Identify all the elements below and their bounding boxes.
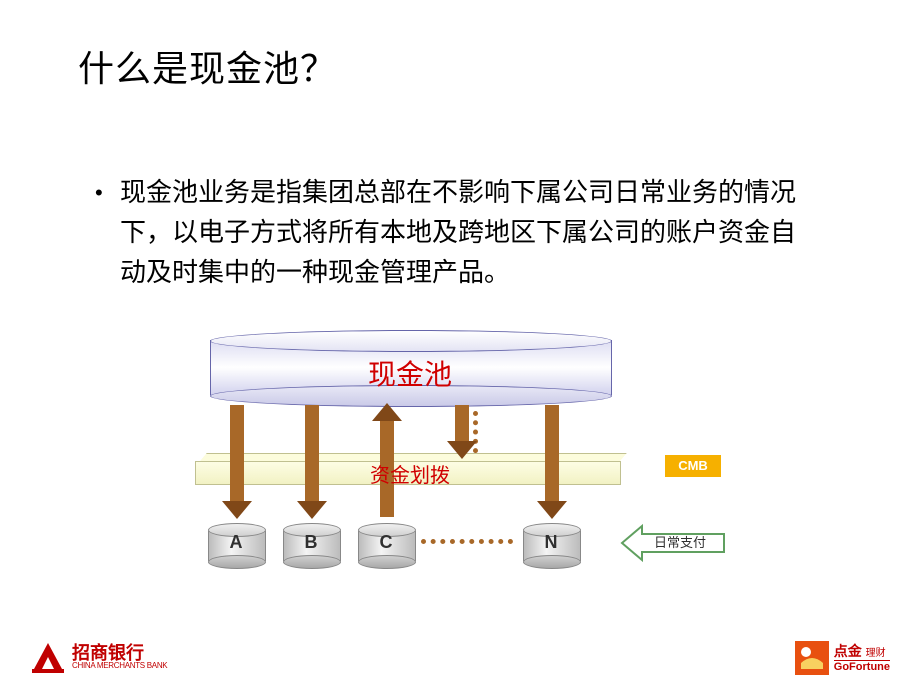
gofortune-logo: 点金 理财 GoFortune [795,641,890,675]
allocation-bar-label: 资金划拨 [195,459,625,488]
body-text: 现金池业务是指集团总部在不影响下属公司日常业务的情况下，以电子方式将所有本地及跨… [120,172,820,292]
account-c: C [358,517,414,575]
cmb-box: CMB [665,455,721,477]
arrow-down-b [305,405,319,503]
arrow-down-mid [455,405,469,443]
account-b: B [283,517,339,575]
cmb-logo-icon [30,639,66,675]
account-c-label: C [358,532,414,553]
cmb-logo-text-cn: 招商银行 [72,644,167,662]
gofortune-text-en: GoFortune [834,661,890,673]
gofortune-logo-icon [795,641,829,675]
pool-label: 现金池 [210,353,610,393]
pool-top-ellipse [210,330,612,352]
slide-title: 什么是现金池？ [78,40,337,92]
bullet-marker: • [95,180,103,206]
daily-payment-label: 日常支付 [654,535,706,550]
daily-payment-arrow: 日常支付 [620,520,730,571]
gofortune-text-cn: 点金 理财 [834,644,890,661]
footer: 招商银行 CHINA MERCHANTS BANK 点金 理财 GoFortun… [30,625,890,675]
account-b-label: B [283,532,339,553]
dots-horizontal [421,539,513,544]
account-a: A [208,517,264,575]
cmb-logo: 招商银行 CHINA MERCHANTS BANK [30,639,167,675]
account-a-label: A [208,532,264,553]
account-n: N [523,517,579,575]
cmb-logo-text-en: CHINA MERCHANTS BANK [72,662,167,670]
cash-pool-diagram: 现金池 资金划拨 A B C N CMB 日常支付 [170,325,770,605]
arrow-down-a [230,405,244,503]
arrow-down-n [545,405,559,503]
account-n-label: N [523,532,579,553]
